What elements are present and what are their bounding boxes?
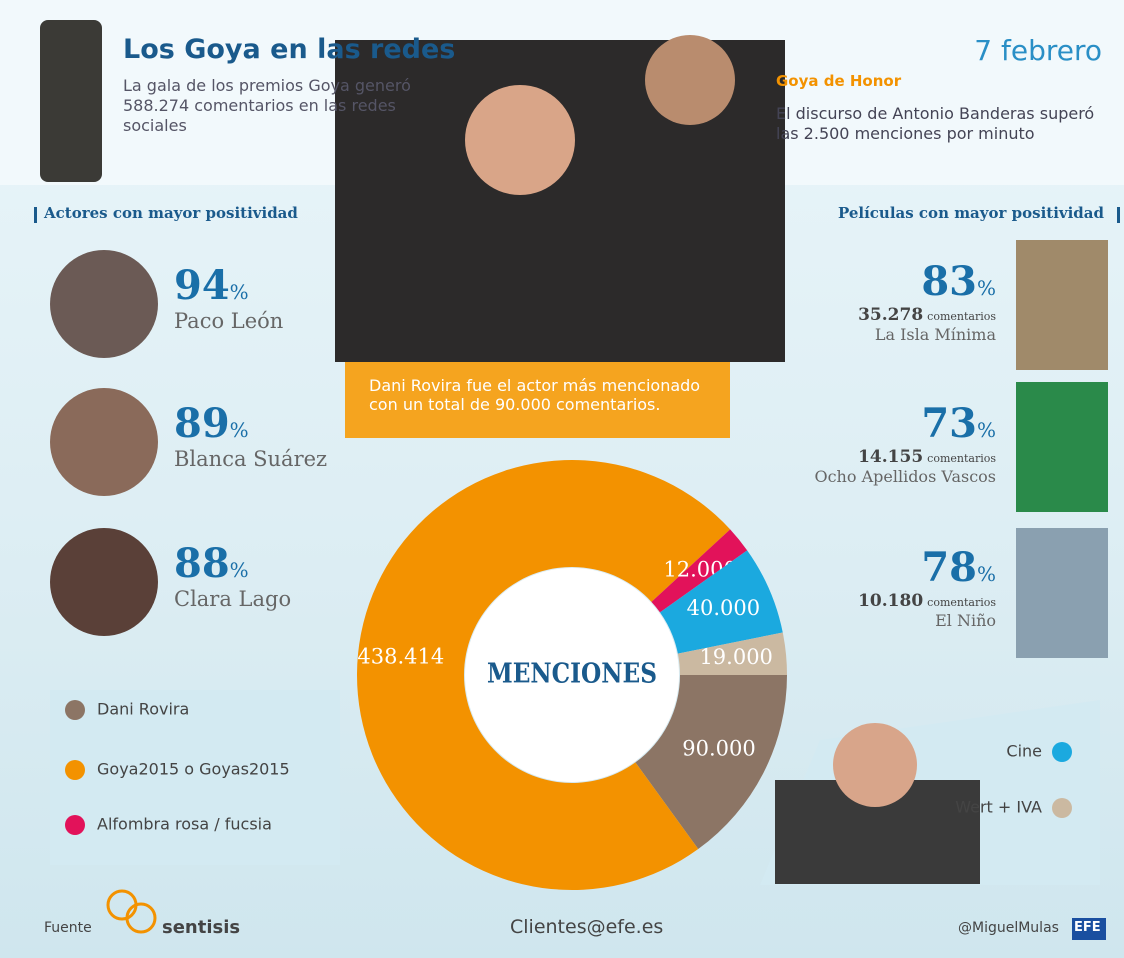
actor-photo [50,250,158,358]
actors-heading: Actores con mayor positividad [44,204,298,222]
logo-bubble [106,889,138,921]
legend-label: Dani Rovira [97,700,189,719]
legend-label: Goya2015 o Goyas2015 [97,760,290,779]
film-name: Ocho Apellidos Vascos [814,467,996,486]
goya-statue [40,20,102,182]
slice-label: 40.000 [687,596,760,620]
logo-bubble [125,902,157,934]
slice-label: 19.000 [699,645,772,669]
photo-face [465,85,575,195]
film-comments-word: comentarios [927,452,996,465]
description: La gala de los premios Goya generó 588.2… [123,76,411,135]
actor-photo [50,528,158,636]
film-comments-word: comentarios [927,596,996,609]
film-percent: 83 [921,258,977,305]
donut-slice [635,675,787,850]
actor-unit: % [229,280,249,304]
film-percent: 73 [921,400,977,447]
film-name: La Isla Mínima [874,325,996,344]
film-poster [1016,240,1108,370]
legend-label: Cine [1006,742,1042,761]
actor-photo [50,388,158,496]
film-poster [1016,528,1108,658]
actor-name: Paco León [174,309,284,333]
actor-percent: 88 [174,540,230,587]
legend-dot [1052,742,1072,762]
film-poster [1016,382,1108,512]
source-label: Fuente [44,920,92,936]
legend-label: Wert + IVA [955,798,1042,817]
legend-dot [65,700,85,720]
donut-hole [465,568,679,782]
donut-slice [651,529,748,613]
actor: 88% Clara Lago [174,540,291,611]
source: sentisis [162,917,241,938]
section-bar [34,207,37,223]
actor-unit: % [229,418,249,442]
callout: Dani Rovira fue el actor más mencionado … [345,362,730,438]
author: @MiguelMulas [958,920,1059,936]
legend-dot [65,760,85,780]
film: 73% 14.155 comentarios Ocho Apellidos Vasco… [814,400,996,486]
actor-percent: 94 [174,262,230,309]
film-percent: 78 [921,544,977,591]
film-comments: 14.155 [858,447,924,467]
honor-text: El discurso de Antonio Banderas superó l… [776,104,1095,143]
actor: 89% Blanca Suárez [174,400,327,471]
agency: EFE [1074,920,1101,935]
legend-label: Alfombra rosa / fucsia [97,815,272,834]
film-comments: 10.180 [858,591,924,611]
logo-box [1072,918,1106,940]
donut-slice [659,550,783,654]
honor-title: Goya de Honor [776,72,902,90]
legend-dot [65,815,85,835]
actor-unit: % [229,558,249,582]
slice-label: 438.414 [357,644,444,668]
section-bar [1117,207,1120,223]
actor: 94% Paco León [174,262,283,333]
slice-label: 90.000 [682,736,755,760]
date: 7 febrero [974,34,1102,67]
contact: Clientes@efe.es [510,916,664,938]
title: Los Goya en las redes [123,34,456,65]
center-label: MENCIONES [487,659,657,690]
films-heading: Películas con mayor positividad [837,204,1104,222]
actor-name: Blanca Suárez [174,447,328,471]
film-unit: % [976,276,996,300]
actor-percent: 89 [174,400,230,447]
film: 78% 10.180 comentarios El Niño [858,544,996,630]
film-unit: % [976,418,996,442]
legend-panel [50,690,340,865]
legend-dot [1052,798,1072,818]
donut-slice [356,459,731,890]
photo-face [833,723,917,807]
film: 83% 35.278 comentarios La Isla Mínima [858,258,996,344]
film-comments: 35.278 [858,305,924,325]
film-comments-word: comentarios [927,310,996,323]
film-name: El Niño [935,611,996,630]
photo-face [645,35,735,125]
film-unit: % [976,562,996,586]
donut-slice [677,632,787,675]
actor-name: Clara Lago [174,587,292,611]
